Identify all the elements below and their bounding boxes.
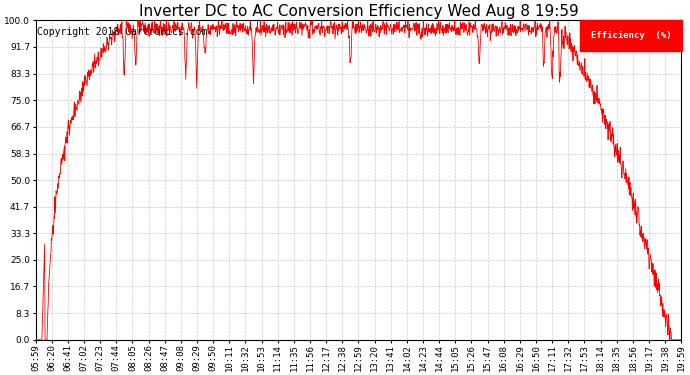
Text: Efficiency  (%): Efficiency (%): [591, 31, 671, 40]
Bar: [580, 20, 682, 51]
Title: Inverter DC to AC Conversion Efficiency Wed Aug 8 19:59: Inverter DC to AC Conversion Efficiency …: [139, 4, 578, 19]
Text: Copyright 2018 Cartronics.com: Copyright 2018 Cartronics.com: [37, 27, 207, 37]
